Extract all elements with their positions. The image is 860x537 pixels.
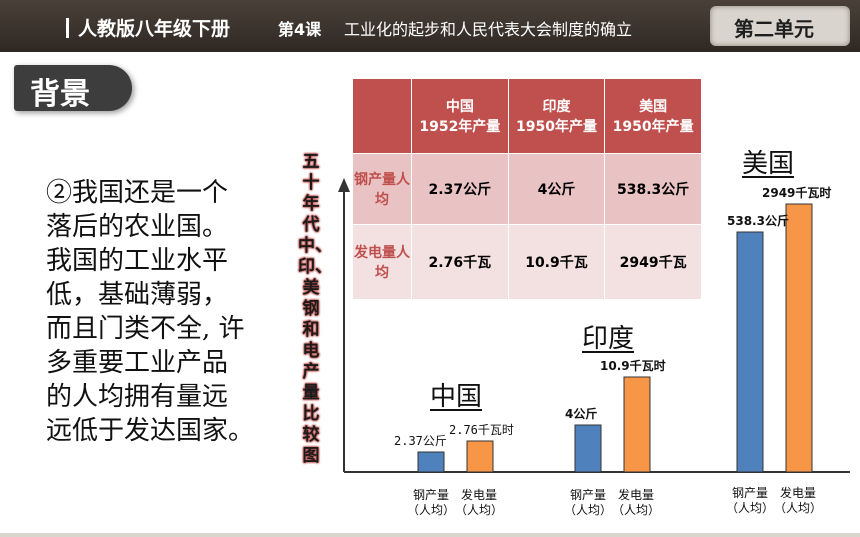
header-divider: [66, 18, 69, 38]
body-paragraph: ②我国还是一个 落后的农业国。 我国的工业水平 低，基础薄弱， 而且门类不全, …: [46, 176, 282, 448]
body-line: 远低于发达国家。: [46, 416, 255, 446]
table-header-row: 中国 1952年产量 印度 1950年产量 美国 1950年产量: [352, 78, 702, 154]
bar: [736, 231, 764, 473]
section-label: 背景: [30, 77, 90, 112]
table-corner: [352, 78, 412, 154]
unit-badge: 第二单元: [710, 6, 850, 46]
table-header-cell: 美国 1950年产量: [604, 78, 702, 154]
lesson-number: 第4课: [278, 20, 322, 39]
body-line: 我国的工业水平: [46, 246, 229, 276]
lesson-title: 工业化的起步和人民代表大会制度的确立: [344, 20, 633, 39]
section-badge: 背景: [14, 65, 132, 112]
table-cell: 538.3公斤: [604, 153, 702, 225]
footer-line: [0, 533, 860, 537]
table-cell: 2.76千瓦: [411, 224, 509, 300]
category-label: 钢产量 （人均）: [725, 486, 774, 515]
table-cell: 10.9千瓦: [507, 224, 606, 300]
bar: [466, 440, 494, 473]
category-label: 发电量 （人均）: [773, 486, 822, 515]
y-axis-arrow: [338, 178, 350, 192]
table-cell: 2949千瓦: [604, 224, 702, 300]
country-label: 美国: [742, 149, 795, 179]
category-label: 发电量 （人均）: [611, 488, 660, 517]
country-label: 中国: [430, 382, 483, 412]
body-line: 的人均拥有量远: [46, 382, 229, 412]
bar-value-label: 10.9千瓦时: [600, 359, 666, 373]
table-row: 钢产量人均 2.37公斤 4公斤 538.3公斤: [352, 153, 702, 225]
comparison-table: 中国 1952年产量 印度 1950年产量 美国 1950年产量 钢产量人均 2…: [352, 78, 702, 300]
bar-value-label: 538.3公斤: [727, 214, 789, 228]
table-row: 发电量人均 2.76千瓦 10.9千瓦 2949千瓦: [352, 224, 702, 300]
table-header-cell: 印度 1950年产量: [507, 78, 606, 154]
body-line: 多重要工业产品: [46, 348, 229, 378]
table-row-header: 发电量人均: [352, 224, 412, 300]
table-cell: 4公斤: [507, 153, 606, 225]
category-label: 钢产量 （人均）: [563, 488, 612, 517]
publisher-label: 人教版八年级下册: [78, 18, 231, 40]
body-line: 落后的农业国。: [46, 212, 229, 242]
bar: [623, 376, 651, 473]
vertical-chart-title: 五十年代中、印、美钢和电产量比较图: [298, 152, 332, 466]
body-line: 低，基础薄弱，: [46, 280, 229, 310]
table-header-cell: 中国 1952年产量: [411, 78, 509, 154]
bar-value-label: 2.76千瓦时: [449, 423, 514, 437]
body-line: ②我国还是一个: [46, 178, 229, 208]
header-bar: 人教版八年级下册 第4课 工业化的起步和人民代表大会制度的确立 第二单元: [0, 0, 860, 52]
category-label: 钢产量 （人均）: [406, 488, 455, 517]
category-label: 发电量 （人均）: [454, 488, 503, 517]
bar: [785, 203, 813, 473]
bar: [417, 451, 445, 473]
bar-value-label: 2.37公斤: [394, 434, 447, 448]
bar-value-label: 4公斤: [565, 407, 598, 421]
bar-value-label: 2949千瓦时: [762, 186, 832, 200]
body-line: 而且门类不全, 许: [46, 314, 245, 344]
country-label: 印度: [582, 324, 635, 354]
unit-label: 第二单元: [734, 17, 814, 41]
table-cell: 2.37公斤: [411, 153, 509, 225]
bar: [574, 424, 602, 473]
